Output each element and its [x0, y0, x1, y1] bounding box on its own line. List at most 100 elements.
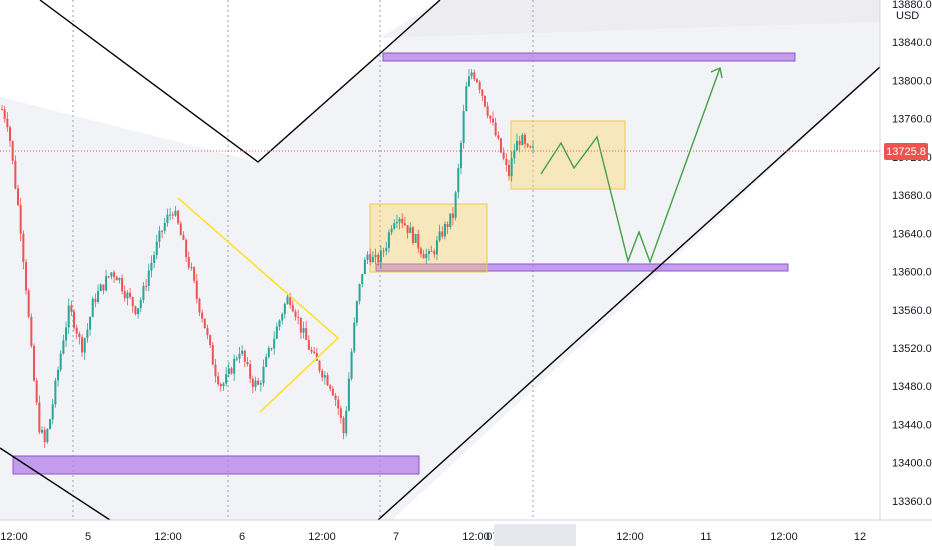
candle-body — [235, 358, 238, 360]
candle-body — [238, 353, 241, 359]
channel-lines — [0, 0, 932, 521]
price-tick-label: 13640.0 — [892, 228, 932, 240]
candle-body — [278, 320, 281, 327]
candle-body — [259, 383, 262, 385]
candle-body — [518, 140, 521, 145]
time-axis-background — [0, 520, 932, 550]
candle-body — [49, 419, 52, 430]
candle-body — [129, 292, 132, 298]
candle-body — [358, 284, 361, 302]
candle-body — [249, 364, 252, 379]
candle-body — [134, 306, 137, 315]
price-tick-label: 13680.0 — [892, 190, 932, 202]
candle-body — [270, 348, 273, 350]
candle-body — [513, 150, 516, 159]
candle-body — [294, 311, 297, 318]
time-tick-label: 12:00 — [154, 531, 182, 543]
candle-body — [486, 106, 489, 116]
price-tick-label: 13440.0 — [892, 419, 932, 431]
candle-body — [75, 327, 78, 334]
candle-body — [395, 222, 398, 224]
consolidation-box-1 — [369, 203, 488, 273]
candle-body — [182, 235, 185, 240]
candle-body — [171, 214, 174, 216]
candle-body — [459, 142, 462, 168]
candle-body — [33, 346, 36, 381]
candle-body — [323, 375, 326, 378]
candle-body — [425, 254, 428, 259]
candle-body — [19, 204, 22, 234]
candle-body — [246, 361, 249, 365]
candle-body — [201, 312, 204, 319]
time-tick-label: 12:00 — [0, 531, 28, 543]
candle-body — [462, 111, 465, 143]
candle-body — [419, 248, 422, 255]
candle-body — [35, 380, 38, 403]
candle-body — [393, 223, 396, 229]
candle-body — [339, 408, 342, 419]
candle-body — [70, 305, 73, 312]
candle-body — [155, 241, 158, 256]
candle-body — [409, 227, 412, 233]
price-axis-background — [880, 0, 932, 520]
candle-body — [227, 368, 230, 375]
last-price-label: 13725.8 — [886, 146, 926, 158]
candle-body — [281, 314, 284, 321]
candle-body — [59, 353, 62, 370]
price-zones — [12, 52, 796, 475]
candle-body — [115, 276, 118, 281]
candle-body — [17, 188, 20, 205]
candle-body — [446, 223, 449, 228]
candle-body — [345, 410, 348, 434]
candle-body — [65, 327, 68, 341]
projection-path — [540, 67, 723, 265]
candle-body — [411, 227, 414, 243]
candle-body — [46, 429, 49, 443]
demand-zone — [12, 455, 420, 475]
candle-body — [361, 274, 364, 285]
candle-body — [102, 284, 105, 291]
candle-body — [355, 301, 358, 323]
candle-body — [427, 250, 430, 255]
candle-body — [139, 300, 142, 309]
candle-body — [118, 278, 121, 281]
candle-body — [334, 395, 337, 400]
time-tick-label: 12:00 — [462, 531, 490, 543]
candle-body — [313, 351, 316, 353]
candle-body — [363, 259, 366, 275]
candle-body — [377, 254, 380, 263]
channel-left-line — [0, 447, 111, 521]
price-tick-label: 13360.0 — [892, 496, 932, 508]
candle-body — [481, 89, 484, 96]
candle-body — [318, 360, 321, 371]
candle-body — [131, 297, 134, 307]
candle-body — [374, 254, 377, 258]
candle-body — [97, 291, 100, 302]
candle-body — [297, 317, 300, 319]
candle-body — [379, 250, 382, 263]
candle-body — [147, 270, 150, 286]
price-tick-label: 13480.0 — [892, 381, 932, 393]
candle-body — [398, 218, 401, 223]
candle-body — [25, 262, 28, 291]
candle-body — [113, 272, 116, 277]
candle-body — [209, 335, 212, 346]
candle-body — [515, 140, 518, 151]
candle-body — [403, 223, 406, 226]
candle-body — [451, 213, 454, 218]
candle-body — [262, 366, 265, 384]
candle-body — [30, 316, 33, 347]
last-price-badge — [884, 143, 928, 160]
candle-body — [267, 348, 270, 357]
crosshair-date-badge — [494, 524, 576, 546]
candle-body — [321, 370, 324, 378]
candle-body — [27, 290, 30, 317]
channel-bottom-line — [377, 19, 932, 521]
candle-body — [470, 72, 473, 77]
candle-body — [315, 352, 318, 361]
candle-body — [230, 368, 233, 374]
time-tick-label: 5 — [85, 531, 91, 543]
candle-body — [150, 262, 153, 271]
candle-body — [1, 109, 3, 111]
